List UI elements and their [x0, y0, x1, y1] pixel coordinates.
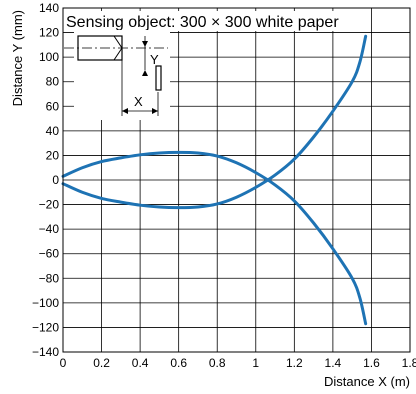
y-tick-label: 60	[46, 99, 60, 113]
x-tick-label: 1	[252, 356, 259, 370]
y-tick-label: −60	[39, 247, 60, 261]
y-tick-label: 100	[39, 50, 59, 64]
y-tick-label: 0	[52, 173, 59, 187]
x-tick-label: 1.8	[402, 356, 416, 370]
series-2-line	[61, 34, 368, 210]
x-tick-label: 1.2	[286, 356, 303, 370]
setup-inset-diagram: Y X	[64, 30, 170, 120]
y-tick-label: −80	[39, 271, 60, 285]
x-tick-label: 0.8	[209, 356, 226, 370]
series-1-line	[61, 150, 368, 326]
x-arrow-left-icon	[122, 108, 128, 114]
sensing-object-icon	[155, 65, 162, 91]
y-tick-label: 80	[46, 75, 60, 89]
y-tick-label: 140	[39, 1, 59, 15]
tick-labels: 0 0.2 0.4 0.6 0.8 1 1.2 1.4 1.6 1.8 140 120 100 80 60 4…	[32, 1, 416, 370]
y-tick-label: −100	[32, 296, 59, 310]
y-tick-label: 120	[39, 26, 59, 40]
y-axis-title: Distance Y (mm)	[10, 10, 25, 106]
x-tick-label: 0	[60, 356, 67, 370]
curves	[61, 34, 368, 326]
inset-y-label: Y	[150, 52, 159, 67]
y-arrow-top-icon	[142, 41, 148, 47]
x-axis-title: Distance X (m)	[324, 374, 410, 389]
y-tick-label: 40	[46, 124, 60, 138]
annotation-background	[64, 11, 370, 31]
x-tick-label: 0.6	[170, 356, 187, 370]
annotation-text: Sensing object: 300 × 300 white paper	[66, 14, 339, 31]
x-tick-label: 1.6	[363, 356, 380, 370]
y-tick-label: −140	[32, 345, 59, 359]
inset-x-label: X	[134, 94, 143, 109]
x-tick-label: 0.4	[132, 356, 149, 370]
y-tick-label: −20	[39, 198, 60, 212]
y-tick-label: −120	[32, 320, 59, 334]
y-tick-label: −40	[39, 222, 60, 236]
y-tick-label: 20	[46, 148, 60, 162]
plot-frame	[62, 7, 411, 353]
x-tick-label: 1.4	[325, 356, 342, 370]
x-arrow-right-icon	[152, 108, 158, 114]
y-arrow-bottom-icon	[142, 70, 148, 76]
x-tick-label: 0.2	[93, 356, 110, 370]
